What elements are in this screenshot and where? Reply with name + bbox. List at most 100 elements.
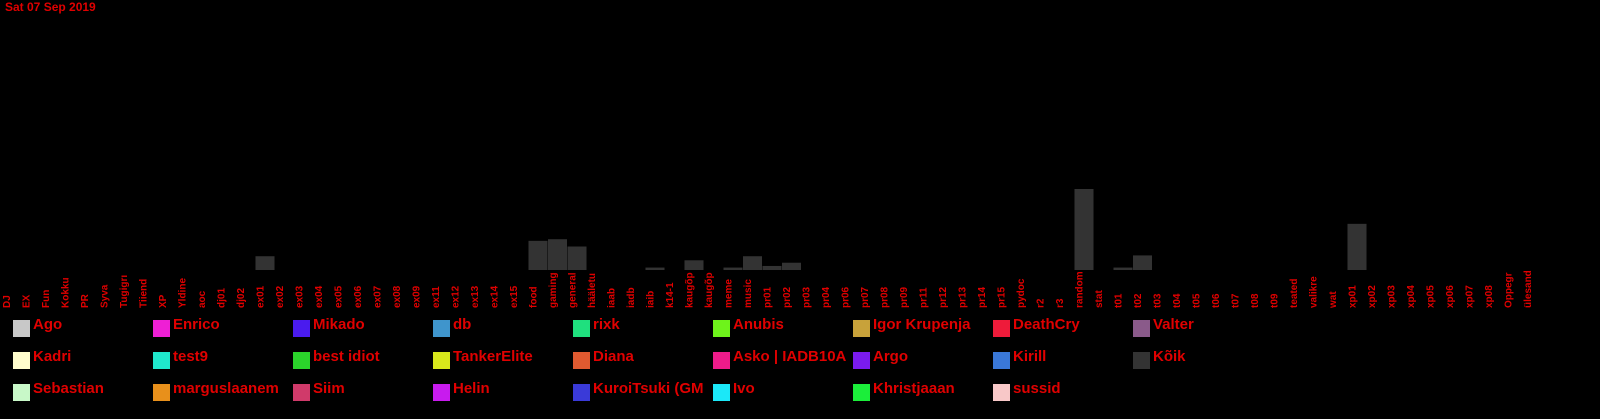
bar-music (743, 256, 762, 270)
legend-swatch (713, 352, 730, 369)
legend-swatch (13, 320, 30, 337)
x-tick-label: ex12 (451, 285, 462, 308)
legend-swatch (433, 384, 450, 401)
bar-pr02 (782, 262, 801, 270)
legend-label: Siim (313, 380, 345, 397)
x-tick-label: Tiiend (139, 279, 150, 308)
x-tick-label: ex01 (256, 285, 267, 308)
x-tick-label: ex07 (373, 285, 384, 308)
x-tick-label: t07 (1231, 293, 1242, 308)
bar-pr01 (762, 265, 782, 270)
x-tick-label: xp02 (1367, 285, 1378, 308)
bar-random (1074, 189, 1094, 270)
x-tick-label: iadb (626, 287, 637, 308)
legend-label: db (453, 316, 472, 333)
x-tick-label: pr09 (899, 286, 910, 308)
x-tick-label: ex06 (353, 285, 364, 308)
legend-swatch (293, 352, 310, 369)
x-tick-label: ex04 (314, 285, 325, 308)
x-tick-label: dj01 (217, 288, 228, 308)
bar-kaugõp (684, 260, 704, 270)
x-tick-label: pr07 (860, 286, 871, 308)
legend-swatch (153, 320, 170, 337)
x-tick-label: Yldine (178, 278, 189, 308)
date-label: Sat 07 Sep 2019 (5, 0, 96, 14)
x-tick-label: music (743, 279, 754, 308)
x-tick-label: kaugõp (685, 272, 696, 308)
x-tick-label: iaab (607, 288, 618, 308)
x-tick-label: t08 (1250, 293, 1261, 308)
x-tick-label: Syva (100, 284, 111, 308)
tick-labels-group: DJ EX Fun Kokku PR Syva Tugigrı Tiiend XP Yldine a… (2, 270, 1534, 309)
legend-label: Anubis (733, 316, 784, 333)
legend-label: Diana (593, 348, 634, 365)
bar-gaming (548, 239, 567, 270)
x-tick-label: stat (1094, 290, 1105, 308)
x-tick-label: pr15 (997, 286, 1008, 308)
legend-label: Mikado (313, 316, 365, 333)
x-tick-label: xp04 (1406, 285, 1417, 308)
legend-label: Argo (873, 348, 908, 365)
x-tick-label: xp07 (1465, 285, 1476, 308)
x-tick-label: Kokku (61, 277, 72, 308)
legend-swatch (433, 320, 450, 337)
x-tick-label: kaugõp (704, 272, 715, 308)
x-tick-label: pr13 (958, 286, 969, 308)
x-tick-label: ex08 (392, 285, 403, 308)
legend-label: Khristjaaan (873, 380, 955, 397)
x-tick-label: ex14 (490, 285, 501, 308)
x-tick-label: t03 (1153, 293, 1164, 308)
x-tick-label: pr06 (841, 286, 852, 308)
legend-label: Ago (33, 316, 63, 333)
x-tick-label: ülesand (1523, 270, 1534, 308)
legend-swatch (293, 384, 310, 401)
x-tick-label: meme (724, 279, 735, 308)
legend-swatch (993, 320, 1010, 337)
x-tick-label: random (1075, 271, 1086, 308)
legend-label: Ivo (733, 380, 755, 397)
x-tick-label: ex11 (431, 286, 442, 308)
x-tick-label: valikre (1309, 276, 1320, 308)
legend-swatch (993, 352, 1010, 369)
legend-label: Valter (1153, 316, 1194, 333)
legend-label: Kadri (33, 348, 72, 365)
x-tick-label: ex15 (509, 285, 520, 308)
legend-swatch (13, 352, 30, 369)
x-tick-label: t09 (1270, 293, 1281, 308)
x-tick-label: pr01 (763, 286, 774, 308)
x-tick-label: dj02 (236, 288, 247, 308)
legend-label: Enrico (173, 316, 220, 333)
x-tick-label: t01 (1114, 293, 1125, 308)
bar-xp01 (1347, 223, 1367, 270)
x-tick-label: XP (158, 294, 169, 308)
x-tick-label: pr03 (802, 286, 813, 308)
x-tick-label: xp01 (1348, 285, 1359, 308)
bar-iaib (645, 267, 665, 270)
bar-food (528, 240, 548, 270)
legend-swatch (853, 352, 870, 369)
legend-swatch (853, 320, 870, 337)
bar-general (567, 246, 587, 270)
x-tick-label: ex09 (412, 285, 423, 308)
x-tick-label: general (568, 272, 579, 308)
x-tick-label: Oppegr (1504, 272, 1515, 308)
legend-swatch (573, 384, 590, 401)
x-tick-label: t06 (1211, 293, 1222, 308)
legend-label: Helin (453, 380, 490, 397)
x-tick-label: r2 (1036, 298, 1047, 308)
legend-swatch (153, 352, 170, 369)
bar-ex01 (255, 256, 275, 270)
bars-group (255, 189, 1367, 270)
legend-swatch (853, 384, 870, 401)
x-tick-label: pr02 (782, 286, 793, 308)
x-tick-label: pr04 (821, 286, 832, 308)
bar-t02 (1133, 255, 1152, 270)
x-tick-label: pr11 (919, 287, 930, 308)
x-tick-label: xp03 (1387, 285, 1398, 308)
legend-label: rixk (593, 316, 620, 333)
x-tick-label: gaming (548, 272, 559, 308)
x-tick-label: t04 (1172, 293, 1183, 308)
legend-label: test9 (173, 348, 209, 365)
legend-swatch (1133, 320, 1150, 337)
x-tick-label: Tugigrı (119, 275, 130, 308)
